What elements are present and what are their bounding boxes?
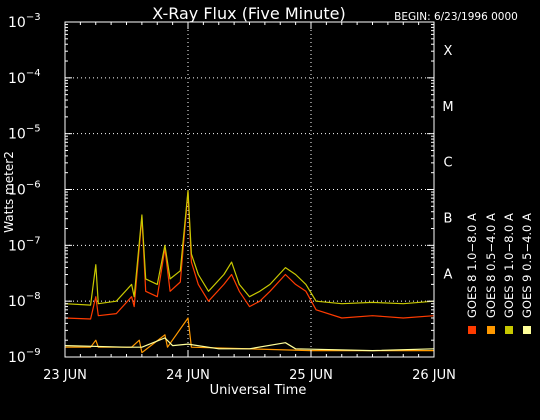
legend-item: GOES 9 0.5−4.0 A (520, 213, 534, 334)
legend-swatch (523, 326, 531, 334)
series-line (64, 337, 435, 352)
y-tick-exponent: −3 (26, 12, 41, 23)
grid-lines (65, 22, 434, 357)
legend-label: GOES 9 1.0−8.0 A (502, 213, 516, 318)
x-tick-label: 26 JUN (412, 368, 456, 383)
flare-class-label: A (444, 267, 453, 282)
legend-item: GOES 9 1.0−8.0 A (502, 213, 516, 334)
series-line (65, 317, 434, 354)
legend-label: GOES 8 1.0−8.0 A (465, 213, 479, 318)
x-axis-label: Universal Time (210, 383, 307, 398)
series-group (64, 190, 435, 354)
legend-label: GOES 9 0.5−4.0 A (520, 213, 534, 318)
legend-swatch (505, 326, 513, 334)
x-tick-label: 24 JUN (166, 368, 210, 383)
y-axis-label: Watts meter2 (2, 151, 16, 233)
flare-class-label: C (443, 156, 452, 171)
y-tick-exponent: −5 (26, 124, 41, 135)
begin-date-label: BEGIN: 6/23/1996 0000 (394, 11, 518, 23)
series-line (64, 191, 435, 320)
flare-class-labels: X M C B A (442, 44, 453, 282)
legend-swatch (487, 326, 495, 334)
x-tick-label: 25 JUN (289, 368, 333, 383)
y-tick-exponent: −6 (26, 180, 41, 191)
axes: 10−910−810−710−610−510−410−323 JUN 24 JUN… (8, 12, 456, 383)
flare-class-label: B (444, 211, 453, 226)
y-tick-exponent: −7 (26, 235, 41, 246)
flare-class-label: X (444, 44, 453, 59)
y-tick-exponent: −8 (26, 291, 41, 302)
y-tick-exponent: −4 (26, 68, 41, 79)
legend-label: GOES 8 0.5−4.0 A (484, 213, 498, 318)
legend-item: GOES 8 1.0−8.0 A (465, 213, 479, 334)
legend-item: GOES 8 0.5−4.0 A (484, 213, 498, 334)
legend: GOES 8 1.0−8.0 A GOES 8 0.5−4.0 A GOES 9 1… (465, 213, 534, 334)
x-tick-label: 23 JUN (43, 368, 87, 383)
legend-swatch (468, 326, 476, 334)
flare-class-label: M (442, 100, 453, 115)
y-tick-exponent: −9 (26, 347, 41, 358)
series-line (64, 190, 435, 306)
chart-title: X-Ray Flux (Five Minute) (152, 4, 345, 23)
